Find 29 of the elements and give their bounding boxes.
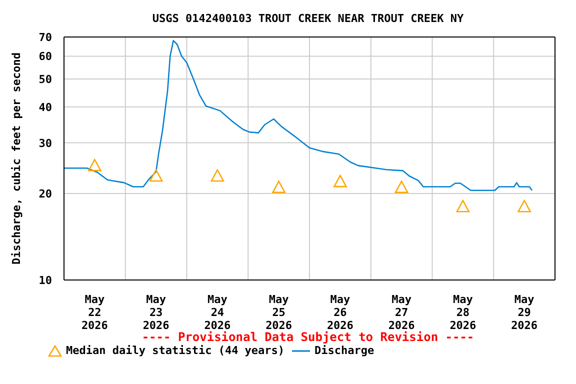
point xyxy=(272,180,286,193)
point xyxy=(149,169,163,182)
point xyxy=(210,169,224,182)
legend-label: Median daily statistic (44 years) xyxy=(66,344,285,357)
x-tick-label: May 26 2026 xyxy=(326,293,354,332)
y-tick-label: 60 xyxy=(38,50,52,64)
x-tick-label: May 25 2026 xyxy=(266,293,292,332)
x-tick-label: May 23 2026 xyxy=(142,293,170,332)
y-tick-label: 50 xyxy=(38,73,52,86)
x-tick-label: May 22 2026 xyxy=(81,293,108,332)
point xyxy=(456,200,470,212)
legend-label: Discharge xyxy=(314,344,374,357)
y-axis-title: Discharge, cubic feet per second xyxy=(10,52,23,264)
x-tick-label: May 27 2026 xyxy=(388,293,416,332)
text: ---- Provisional Data Subject to Revision ---- xyxy=(142,330,474,344)
x-tick-label: May 29 2026 xyxy=(511,293,538,332)
x-tick-label: May 24 2026 xyxy=(204,293,232,332)
y-tick-label: 40 xyxy=(38,100,52,114)
y-tick-label: 30 xyxy=(38,136,52,150)
y-tick-label: 10 xyxy=(38,274,52,287)
point xyxy=(518,200,531,212)
chart-title: USGS 0142400103 TROUT CREEK NEAR TROUT CREEK NY xyxy=(151,11,465,27)
y-tick-label: 70 xyxy=(38,31,52,44)
x-tick-label: May 28 2026 xyxy=(450,293,477,332)
point xyxy=(88,158,102,172)
point xyxy=(394,180,408,193)
y-tick-label: 20 xyxy=(38,187,52,200)
point xyxy=(334,174,347,188)
line-series xyxy=(64,40,533,192)
